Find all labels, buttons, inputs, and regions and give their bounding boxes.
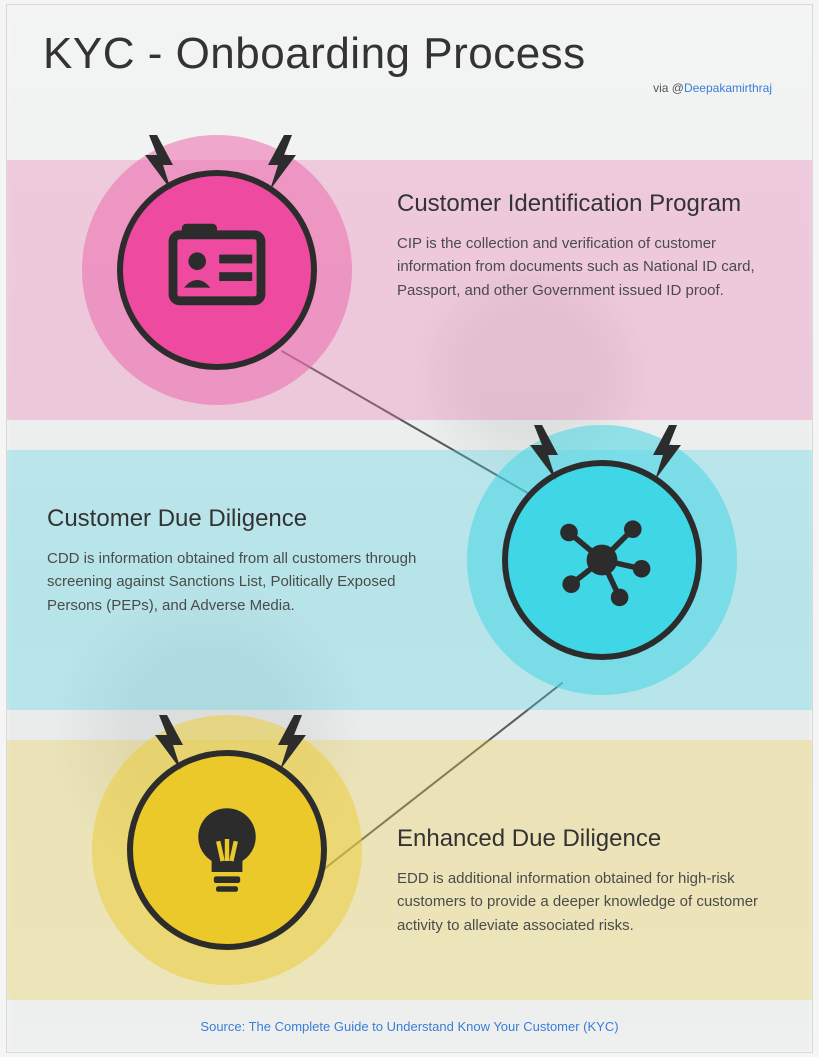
- lightning-bolt-icon: [139, 135, 179, 190]
- icon-disc-cip: [117, 170, 317, 370]
- source-link-wrap: Source: The Complete Guide to Understand…: [7, 1019, 812, 1034]
- source-link[interactable]: Source: The Complete Guide to Understand…: [200, 1019, 618, 1034]
- step-body: CDD is information obtained from all cus…: [47, 547, 437, 617]
- text-block-cdd: Customer Due Diligence CDD is information…: [47, 505, 437, 617]
- step-title: Customer Identification Program: [397, 190, 787, 218]
- lightning-bolt-icon: [262, 135, 302, 190]
- icon-disc-edd: [127, 750, 327, 950]
- step-body: EDD is additional information obtained f…: [397, 867, 787, 937]
- lightning-bolt-icon: [149, 715, 189, 770]
- bulb-icon: [172, 795, 282, 905]
- step-body: CIP is the collection and verification o…: [397, 232, 787, 302]
- icon-disc-cdd: [502, 460, 702, 660]
- id-card-icon: [162, 215, 272, 325]
- page-title: KYC - Onboarding Process: [43, 29, 586, 79]
- step-title: Customer Due Diligence: [47, 505, 437, 533]
- lightning-bolt-icon: [272, 715, 312, 770]
- text-block-edd: Enhanced Due Diligence EDD is additional …: [397, 825, 787, 937]
- lightning-bolt-icon: [647, 425, 687, 480]
- attribution-link[interactable]: Deepakamirthraj: [684, 81, 772, 95]
- attribution: via @Deepakamirthraj: [653, 81, 772, 95]
- step-title: Enhanced Due Diligence: [397, 825, 787, 853]
- text-block-cip: Customer Identification Program CIP is th…: [397, 190, 787, 302]
- lightning-bolt-icon: [524, 425, 564, 480]
- infographic-canvas: KYC - Onboarding Process via @Deepakamir…: [6, 4, 813, 1053]
- network-icon: [547, 505, 657, 615]
- attribution-prefix: via @: [653, 81, 684, 95]
